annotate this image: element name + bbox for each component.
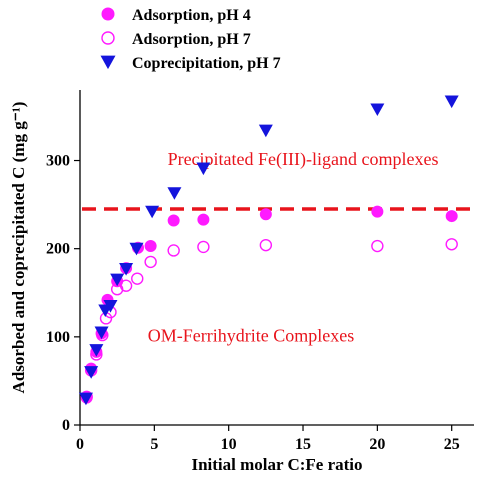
x-tick-label: 20 bbox=[369, 436, 385, 453]
data-point bbox=[144, 255, 157, 269]
data-point bbox=[258, 124, 273, 138]
legend-label: Adsorption, pH 4 bbox=[132, 7, 251, 24]
data-point bbox=[167, 244, 180, 257]
data-point bbox=[259, 208, 272, 221]
y-tick-label: 100 bbox=[46, 329, 70, 346]
legend-label: Coprecipitation, pH 7 bbox=[132, 55, 281, 72]
data-point bbox=[167, 214, 180, 227]
legend-marker bbox=[101, 31, 115, 45]
annotation: OM-Ferrihydrite Complexes bbox=[148, 325, 354, 345]
x-axis-title: Initial molar C:Fe ratio bbox=[191, 455, 362, 474]
data-point bbox=[94, 326, 109, 340]
data-point bbox=[197, 213, 210, 226]
data-point bbox=[444, 95, 459, 109]
data-point bbox=[144, 240, 157, 253]
y-axis-title: Adsorbed and coprecipitated C (mg g⁻¹) bbox=[9, 102, 28, 394]
x-tick-label: 25 bbox=[444, 436, 460, 453]
x-tick-label: 10 bbox=[221, 436, 237, 453]
legend: Adsorption, pH 4 Adsorption, pH 7 Coprecip… bbox=[100, 7, 281, 72]
data-point bbox=[145, 205, 160, 219]
data-point bbox=[371, 205, 384, 218]
legend-marker bbox=[100, 55, 116, 70]
data-point bbox=[119, 263, 134, 276]
data-point bbox=[131, 272, 144, 285]
axes bbox=[79, 90, 474, 426]
data-point bbox=[445, 238, 458, 251]
y-tick-label: 0 bbox=[62, 417, 70, 434]
data-point bbox=[129, 242, 144, 256]
data-point bbox=[371, 239, 384, 253]
data-point bbox=[103, 300, 118, 313]
data-point bbox=[89, 344, 104, 357]
x-tick-label: 15 bbox=[295, 436, 311, 453]
data-point bbox=[197, 240, 210, 254]
annotation: Precipitated Fe(III)-ligand complexes bbox=[168, 149, 439, 170]
data-point bbox=[370, 103, 385, 117]
y-tick-label: 200 bbox=[46, 241, 70, 258]
ticks: 0 5 10 15 20 25 0 100 200 300 bbox=[46, 153, 460, 453]
x-tick-label: 0 bbox=[76, 436, 84, 453]
data-marks bbox=[78, 95, 459, 406]
data-point bbox=[78, 392, 93, 406]
legend-label: Adsorption, pH 7 bbox=[132, 31, 251, 48]
data-point bbox=[445, 210, 458, 223]
legend-marker bbox=[101, 7, 115, 21]
annotations: Precipitated Fe(III)-ligand complexes OM-… bbox=[148, 149, 439, 345]
data-point bbox=[84, 366, 99, 379]
data-point bbox=[196, 162, 211, 176]
x-tick-label: 5 bbox=[150, 436, 158, 453]
data-point bbox=[110, 273, 125, 287]
y-tick-label: 300 bbox=[46, 153, 70, 170]
data-point bbox=[259, 238, 273, 252]
data-point bbox=[167, 187, 182, 200]
